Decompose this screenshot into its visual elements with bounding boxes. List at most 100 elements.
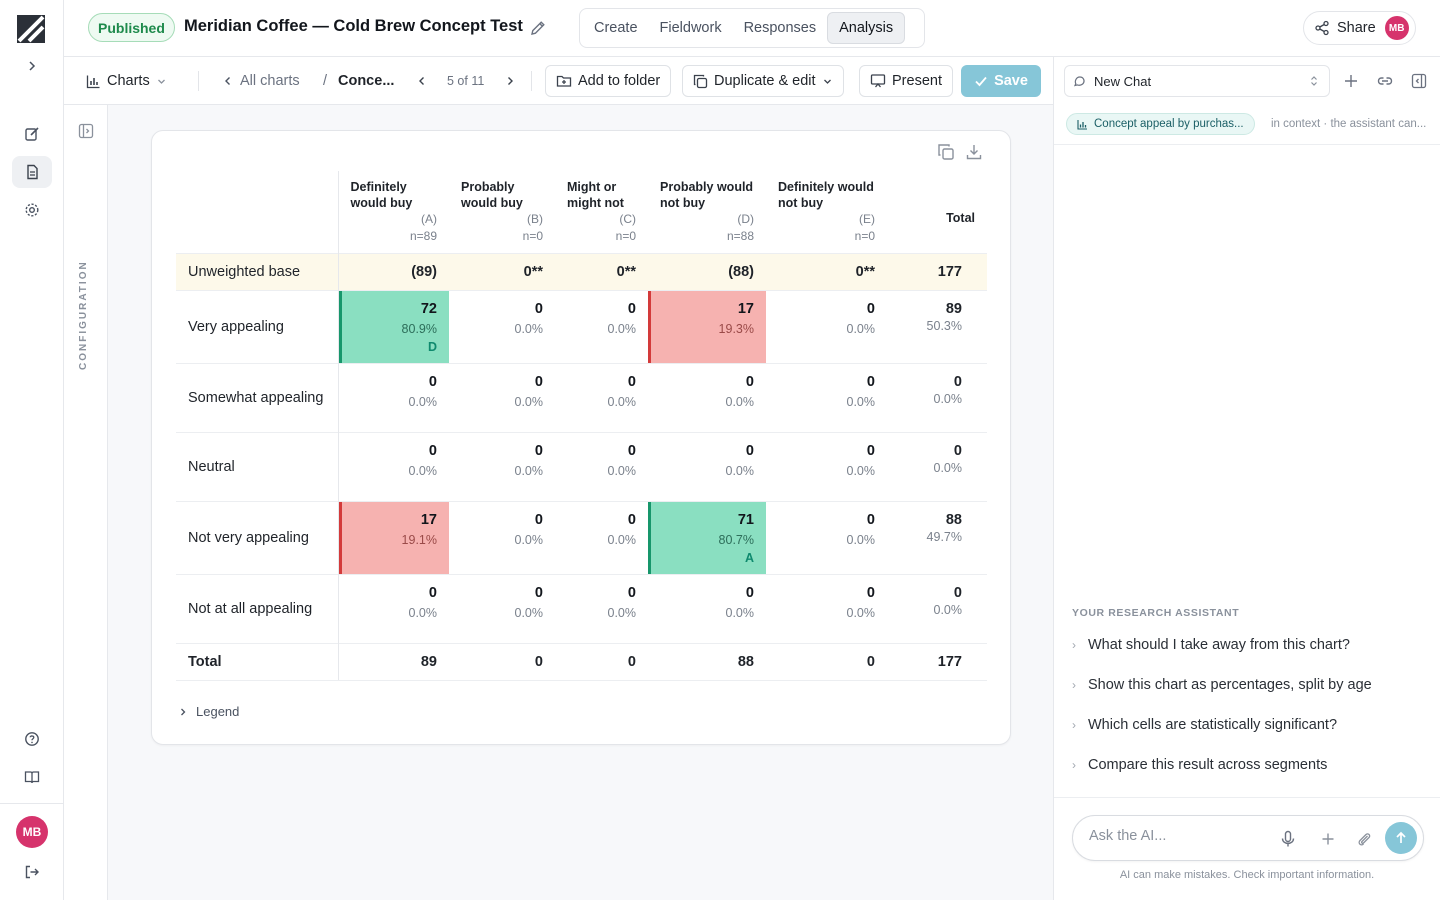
plus-icon[interactable] bbox=[1318, 829, 1338, 849]
toolbar-divider bbox=[198, 71, 199, 91]
data-cell[interactable]: 0 0.0% bbox=[648, 431, 766, 501]
column-header[interactable]: Probably would not buy (D) n=88 bbox=[660, 179, 754, 243]
data-cell[interactable]: 0 0.0% bbox=[338, 431, 449, 501]
top-bar: Published Meridian Coffee — Cold Brew Co… bbox=[64, 0, 1440, 57]
logout-button[interactable] bbox=[12, 856, 52, 888]
add-to-folder-button[interactable]: Add to folder bbox=[545, 65, 672, 97]
pencil-icon[interactable] bbox=[528, 18, 548, 38]
significant-cell[interactable]: 17 19.1% bbox=[338, 500, 449, 574]
presentation-icon bbox=[870, 74, 886, 88]
share-avatar: MB bbox=[1384, 16, 1409, 40]
next-chart-button[interactable] bbox=[504, 65, 516, 97]
add-to-folder-label: Add to folder bbox=[578, 73, 661, 89]
column-header[interactable]: Definitely would not buy (E) n=0 bbox=[778, 179, 875, 243]
column-header[interactable]: Probably would buy (B) n=0 bbox=[461, 179, 543, 243]
save-label: Save bbox=[994, 73, 1028, 89]
data-cell[interactable]: 0 0.0% bbox=[555, 289, 648, 363]
suggestion-item[interactable]: › Compare this result across segments bbox=[1072, 757, 1328, 773]
all-charts-link[interactable]: All charts bbox=[222, 65, 300, 97]
logout-icon bbox=[25, 865, 39, 879]
user-avatar[interactable]: MB bbox=[16, 816, 48, 848]
download-icon[interactable] bbox=[965, 143, 983, 161]
chat-input-box bbox=[1072, 815, 1424, 861]
check-icon bbox=[975, 76, 987, 87]
microphone-icon[interactable] bbox=[1278, 829, 1298, 849]
chart-toolbar: Charts All charts / Conce... 5 of 11 Add… bbox=[64, 57, 1053, 105]
share-icon bbox=[1315, 20, 1329, 36]
significant-cell[interactable]: 72 80.9% D bbox=[338, 289, 449, 363]
data-cell[interactable]: 0 0.0% bbox=[449, 431, 555, 501]
data-cell[interactable]: 0 0.0% bbox=[449, 500, 555, 574]
send-button[interactable] bbox=[1385, 822, 1417, 854]
chevron-right-icon bbox=[29, 61, 36, 71]
data-cell[interactable]: 0 0.0% bbox=[449, 573, 555, 643]
tab-create[interactable]: Create bbox=[594, 20, 638, 36]
tab-analysis[interactable]: Analysis bbox=[827, 12, 906, 44]
breadcrumb-slash: / bbox=[323, 73, 328, 89]
rail-help-button[interactable] bbox=[12, 723, 52, 755]
column-header[interactable]: Might or might not (C) n=0 bbox=[567, 179, 636, 243]
context-row: Concept appeal by purchas... in context … bbox=[1054, 105, 1440, 145]
rail-edit-button[interactable] bbox=[12, 118, 52, 150]
suggestion-item[interactable]: › What should I take away from this chart… bbox=[1072, 637, 1350, 653]
context-chart-pill[interactable]: Concept appeal by purchas... bbox=[1066, 113, 1255, 135]
column-header[interactable]: Definitely would buy (A) n=89 bbox=[350, 179, 438, 243]
data-cell[interactable]: 0 0.0% bbox=[338, 362, 449, 432]
app-logo-icon[interactable] bbox=[16, 14, 46, 44]
book-icon bbox=[24, 771, 40, 784]
share-label: Share bbox=[1337, 20, 1376, 36]
total-row-cell: 0 bbox=[555, 642, 648, 681]
base-cell: 0** bbox=[449, 252, 555, 290]
charts-dropdown[interactable]: Charts bbox=[86, 65, 167, 97]
base-cell: (89) bbox=[338, 252, 449, 290]
configuration-label[interactable]: CONFIGURATION bbox=[78, 260, 89, 370]
duplicate-edit-button[interactable]: Duplicate & edit bbox=[682, 65, 844, 97]
data-cell[interactable]: 0 0.0% bbox=[766, 500, 887, 574]
table-row: Not at all appealing 0 0.0% 0 0.0% 0 0.0% 0… bbox=[176, 573, 987, 643]
data-cell[interactable]: 0 0.0% bbox=[648, 362, 766, 432]
data-cell[interactable]: 0 0.0% bbox=[555, 362, 648, 432]
data-cell[interactable]: 0 0.0% bbox=[555, 573, 648, 643]
significant-cell[interactable]: 17 19.3% bbox=[648, 289, 766, 363]
data-cell[interactable]: 0 0.0% bbox=[766, 431, 887, 501]
chat-selector[interactable]: New Chat bbox=[1064, 65, 1330, 97]
data-cell[interactable]: 0 0.0% bbox=[766, 362, 887, 432]
data-cell[interactable]: 0 0.0% bbox=[766, 573, 887, 643]
chevron-down-icon bbox=[157, 79, 165, 84]
tab-fieldwork[interactable]: Fieldwork bbox=[659, 20, 722, 36]
link-icon[interactable] bbox=[1376, 72, 1394, 90]
chat-input[interactable] bbox=[1089, 828, 1269, 844]
copy-icon[interactable] bbox=[937, 143, 955, 161]
prev-chart-button[interactable] bbox=[416, 65, 428, 97]
data-cell[interactable]: 0 0.0% bbox=[648, 573, 766, 643]
data-cell[interactable]: 0 0.0% bbox=[766, 289, 887, 363]
rail-reports-button[interactable] bbox=[12, 156, 52, 188]
share-button[interactable]: Share MB bbox=[1303, 11, 1416, 45]
rail-docs-button[interactable] bbox=[12, 761, 52, 793]
legend-label: Legend bbox=[196, 704, 240, 719]
base-cell: 0** bbox=[555, 252, 648, 290]
document-icon bbox=[27, 164, 38, 180]
paperclip-icon[interactable] bbox=[1354, 829, 1374, 849]
legend-toggle[interactable]: Legend bbox=[178, 704, 239, 719]
significant-cell[interactable]: 71 80.7% A bbox=[648, 500, 766, 574]
bar-chart-icon bbox=[86, 75, 100, 88]
present-button[interactable]: Present bbox=[859, 65, 953, 97]
rail-settings-button[interactable] bbox=[12, 194, 52, 226]
data-cell[interactable]: 0 0.0% bbox=[555, 500, 648, 574]
tab-responses[interactable]: Responses bbox=[743, 20, 817, 36]
data-cell[interactable]: 0 0.0% bbox=[555, 431, 648, 501]
panel-expand-icon[interactable] bbox=[78, 123, 94, 139]
data-cell[interactable]: 0 0.0% bbox=[449, 289, 555, 363]
plus-icon[interactable] bbox=[1342, 72, 1360, 90]
suggestion-item[interactable]: › Show this chart as percentages, split b… bbox=[1072, 677, 1372, 693]
data-cell[interactable]: 0 0.0% bbox=[449, 362, 555, 432]
total-cell: 89 50.3% bbox=[887, 289, 987, 363]
panel-collapse-icon[interactable] bbox=[1410, 72, 1428, 90]
suggestion-item[interactable]: › Which cells are statistically significa… bbox=[1072, 717, 1338, 733]
data-cell[interactable]: 0 0.0% bbox=[338, 573, 449, 643]
assistant-heading: YOUR RESEARCH ASSISTANT bbox=[1072, 607, 1240, 619]
expand-rail-button[interactable] bbox=[12, 50, 52, 82]
save-button[interactable]: Save bbox=[961, 65, 1041, 97]
